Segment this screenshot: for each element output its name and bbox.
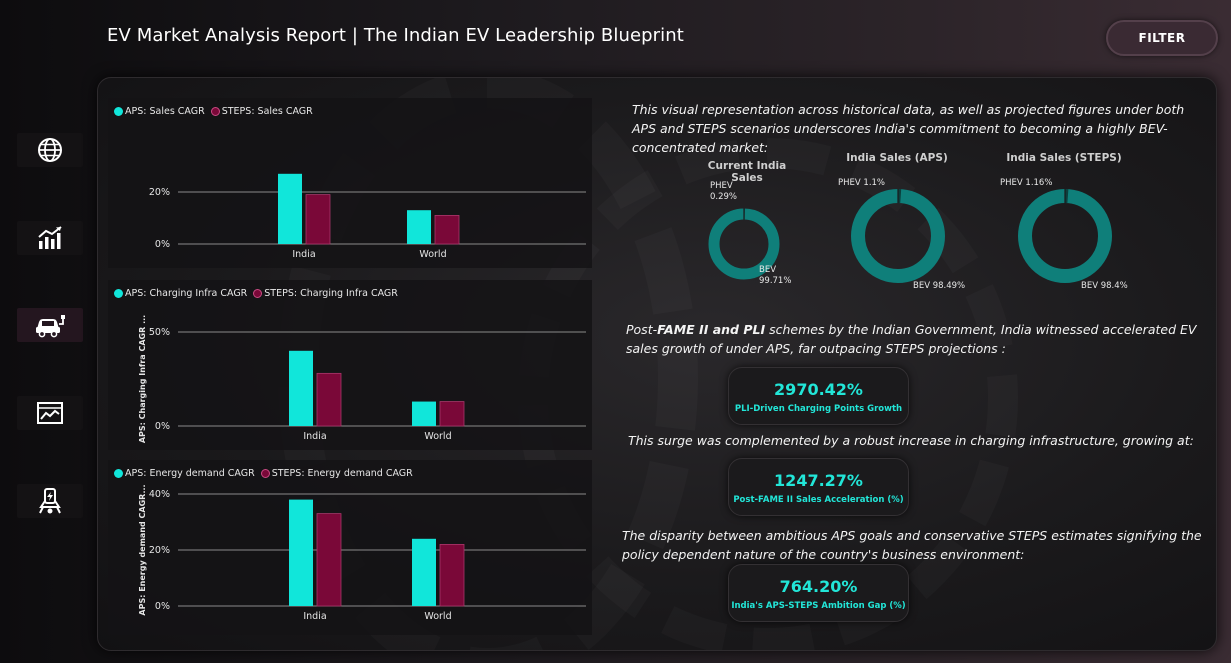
disparity-text: The disparity between ambitious APS goal… [622,528,1202,562]
donut-label-bev-aps: BEV 98.49% [913,281,966,291]
donut-slice-bev[interactable] [851,189,945,283]
nav-analytics[interactable] [17,221,83,255]
x-tick-label: India [303,611,326,622]
donut-title-current: Current India Sales [707,160,787,184]
kpi-label: Post-FAME II Sales Acceleration (%) [733,495,904,505]
donut-title-aps: India Sales (APS) [846,152,948,164]
bar-steps[interactable] [434,215,460,245]
legend-swatch-steps [253,289,263,298]
donut-label-bev-steps: BEV 98.4% [1081,281,1128,291]
page-title: EV Market Analysis Report | The Indian E… [107,25,684,46]
main-panel: APS: Sales CAGR STEPS: Sales CAGR 0% 20% I… [97,77,1217,651]
x-tick-label: World [424,611,451,622]
kpi-card-sales-acceleration: 1247.27% Post-FAME II Sales Acceleration… [728,458,909,516]
y-tick-label: 20% [149,187,170,198]
donut-slice-bev[interactable] [1018,189,1112,283]
legend-aps: APS: Charging Infra CAGR [125,288,248,299]
bar-chart-svg: 0% 50% India World APS: Charging Infra CAGR … [138,315,586,443]
legend-aps: APS: Sales CAGR [125,106,205,117]
bar-chart-icon [38,226,62,249]
legend-steps: STEPS: Energy demand CAGR [271,468,413,479]
bar-aps[interactable] [289,499,313,606]
y-tick-label: 20% [149,545,170,556]
kpi-value: 764.20% [779,577,858,596]
chart-legend: APS: Energy demand CAGR STEPS: Energy de… [114,468,413,479]
y-axis-label: APS: Charging Infra CAGR ... [138,315,147,443]
legend-swatch-steps [210,107,220,116]
donut-label-phev-aps: PHEV 1.1% [838,178,885,188]
nav-ev[interactable] [17,308,83,342]
charging-station-icon [39,488,61,514]
kpi-value: 2970.42% [774,380,863,399]
bar-aps[interactable] [407,210,431,244]
ev-car-icon [36,315,65,338]
line-chart-icon [37,402,63,424]
kpi-card-charging-points: 2970.42% PLI-Driven Charging Points Grow… [728,367,909,425]
kpi-value: 1247.27% [774,471,863,490]
nav-globe[interactable] [17,133,83,167]
y-tick-label: 40% [149,489,170,500]
nav-trends[interactable] [17,396,83,430]
filter-button[interactable]: FILTER [1106,20,1218,56]
bar-aps[interactable] [289,350,313,426]
y-axis-label: APS: Energy demand CAGR... [138,484,147,615]
fame-text: Post-FAME II and PLI schemes by the Indi… [626,322,1197,356]
bar-steps[interactable] [316,372,342,427]
donut-title-steps: India Sales (STEPS) [1006,152,1122,164]
bar-steps[interactable] [439,544,465,607]
intro-text: This visual representation across histor… [632,102,1185,155]
kpi-label: PLI-Driven Charging Points Growth [734,404,903,414]
legend-swatch-aps [114,289,123,298]
nav-charging[interactable] [17,484,83,518]
bar-chart-svg: 0% 20% India World [149,173,586,260]
donut-label-phev-steps: PHEV 1.16% [1000,178,1053,188]
chart-legend: APS: Sales CAGR STEPS: Sales CAGR [114,106,313,117]
x-tick-label: India [292,249,315,260]
donut-label-phev-current: PHEV 0.29% [710,181,738,202]
kpi-card-ambition-gap: 764.20% India's APS-STEPS Ambition Gap (… [728,564,909,622]
y-tick-label: 0% [155,601,170,612]
legend-aps: APS: Energy demand CAGR [125,468,255,479]
legend-steps: STEPS: Charging Infra CAGR [264,288,398,299]
legend-swatch-aps [114,469,123,478]
legend-swatch-aps [114,107,123,116]
bar-aps[interactable] [412,538,436,606]
bar-steps[interactable] [305,194,331,245]
globe-icon [38,138,62,162]
x-tick-label: India [303,431,326,442]
y-tick-label: 0% [155,421,170,432]
legend-steps: STEPS: Sales CAGR [221,106,313,117]
legend-swatch-steps [260,469,270,478]
energy-demand-cagr-chart: APS: Energy demand CAGR STEPS: Energy de… [108,460,592,635]
bar-steps[interactable] [316,513,342,607]
x-tick-label: World [419,249,446,260]
charging-infra-cagr-chart: APS: Charging Infra CAGR STEPS: Charging… [108,280,592,450]
x-tick-label: World [424,431,451,442]
y-tick-label: 0% [155,239,170,250]
bar-chart-svg: 0% 20% 40% India World APS: Energy demand CAG… [138,484,586,622]
chart-legend: APS: Charging Infra CAGR STEPS: Charging… [114,288,398,299]
donut-charts-svg [708,189,1112,283]
bar-steps[interactable] [439,401,465,427]
bar-aps[interactable] [412,401,436,426]
kpi-label: India's APS-STEPS Ambition Gap (%) [731,601,906,611]
bar-aps[interactable] [278,173,302,244]
sales-cagr-chart: APS: Sales CAGR STEPS: Sales CAGR 0% 20% I… [108,98,592,268]
donut-label-bev-current: BEV 99.71% [759,265,792,286]
y-tick-label: 50% [149,327,170,338]
surge-text: This surge was complemented by a robust … [628,433,1194,448]
